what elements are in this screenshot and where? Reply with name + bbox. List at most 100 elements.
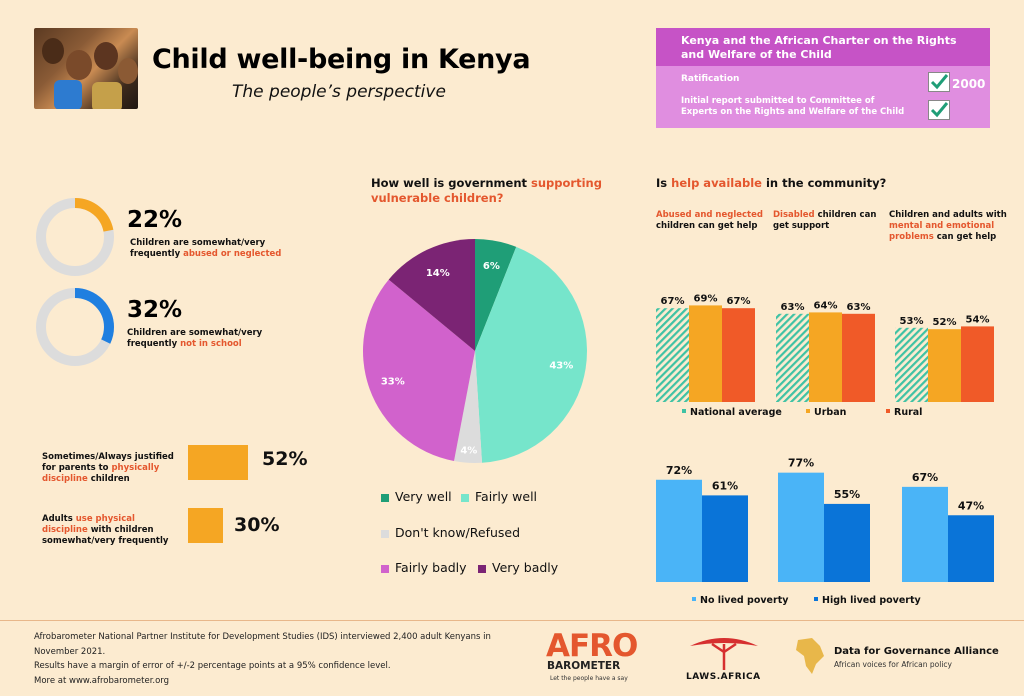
- poverty-legend-label-0: No lived poverty: [700, 595, 789, 606]
- legend-swatch-1: [806, 409, 810, 413]
- pie-slice-2: [454, 351, 483, 463]
- ring-abused-chart: [36, 198, 114, 276]
- discipline-justified-bar: [188, 445, 248, 480]
- poverty-bar-label-0-0: 72%: [666, 464, 692, 477]
- bar-no-lived-poverty-2: [902, 486, 948, 582]
- ring-abused-desc: Children are somewhat/very frequently ab…: [130, 238, 282, 259]
- pie-slice-4: [388, 239, 475, 351]
- dga-logo-tagline: African voices for African policy: [834, 660, 952, 669]
- bar-rural-1: [842, 313, 875, 402]
- legend-very-badly-swatch: [478, 564, 486, 573]
- bar-national-average-1: [776, 313, 809, 402]
- bar-label-1-0: 69%: [694, 293, 718, 304]
- discipline-use-bar: [188, 508, 223, 543]
- bar-label-0-0: 67%: [661, 296, 685, 307]
- bar-label-2-0: 67%: [727, 296, 751, 307]
- poverty-legend-swatch-0: [692, 597, 696, 601]
- help-group-abused: Abused and neglected children can get he…: [656, 210, 763, 231]
- ratification-year: 2000: [952, 77, 986, 91]
- bar-high-lived-poverty-1: [824, 503, 870, 582]
- legend-fairly-well-swatch: [461, 493, 469, 502]
- afrobarometer-wordmark: BAROMETER: [547, 660, 621, 672]
- acacia-tree-icon: [690, 638, 758, 670]
- poverty-bar-label-0-2: 67%: [912, 471, 938, 484]
- help-group-disabled: Disabled children can get support: [773, 210, 877, 231]
- pie-slice-3: [362, 279, 475, 462]
- bar-national-average-0: [656, 308, 689, 402]
- legend-swatch-0: [682, 409, 686, 413]
- bar-label-0-2: 53%: [900, 316, 924, 327]
- legend-label-1: Urban: [814, 407, 847, 418]
- bar-urban-1: [809, 312, 842, 402]
- footer-line-1: Afrobarometer National Partner Institute…: [34, 632, 491, 657]
- help-question: Is help available in the community?: [656, 176, 887, 190]
- afrobarometer-logo: AFRO: [546, 628, 638, 664]
- bar-high-lived-poverty-2: [948, 515, 994, 582]
- bar-high-lived-poverty-0: [702, 495, 748, 582]
- help-by-poverty-chart: 72% 77% 67% 61% 55% 47% No lived poverty High l…: [656, 457, 994, 606]
- help-by-location-chart: 67% 63% 53% 69% 64% 52% 67% 63% 54% National aver…: [656, 293, 994, 418]
- legend-fairly-badly: Fairly badly: [381, 560, 467, 575]
- bar-label-1-1: 64%: [814, 300, 838, 311]
- discipline-use-desc: Adults use physical discipline with chil…: [42, 514, 169, 546]
- ratification-label: Ratification: [681, 74, 740, 84]
- help-group-mental: Children and adults with mental and emot…: [889, 210, 1007, 242]
- pie-slice-1: [475, 246, 587, 463]
- pie-chart: 6% 43% 4% 33% 14%: [362, 239, 587, 463]
- poverty-bar-label-1-0: 61%: [712, 479, 738, 492]
- bar-rural-2: [961, 326, 994, 402]
- legend-very-well-swatch: [381, 493, 389, 502]
- bar-label-2-1: 63%: [847, 302, 871, 313]
- legend-label-2: Rural: [894, 407, 922, 418]
- legend-dont-know-swatch: [381, 529, 389, 538]
- footer-line-2: Results have a margin of error of +/-2 p…: [34, 661, 391, 671]
- laws-africa-logo: LAWS.AFRICA: [686, 672, 761, 682]
- charter-box-header: [656, 28, 990, 66]
- pie-slice-0: [475, 239, 517, 351]
- charter-title: Kenya and the African Charter on the Rig…: [681, 34, 957, 61]
- bar-urban-0: [689, 305, 722, 402]
- poverty-bar-label-0-1: 77%: [788, 457, 814, 470]
- legend-swatch-2: [886, 409, 890, 413]
- bar-no-lived-poverty-1: [778, 472, 824, 582]
- ring-abused-arc: [36, 198, 114, 276]
- africa-map-icon: [796, 638, 824, 674]
- discipline-use-pct: 30%: [234, 514, 280, 536]
- pie-label-0: 6%: [483, 261, 500, 272]
- poverty-legend-swatch-1: [814, 597, 818, 601]
- legend-label-0: National average: [690, 407, 782, 418]
- footer-text: Afrobarometer National Partner Institute…: [34, 630, 514, 688]
- legend-very-well: Very well: [381, 489, 452, 504]
- ring-abused-pct: 22%: [127, 207, 183, 233]
- footer-line-3: More at www.afrobarometer.org: [34, 675, 170, 686]
- discipline-justified-pct: 52%: [262, 448, 308, 470]
- bar-rural-0: [722, 308, 755, 402]
- afrobarometer-tagline: Let the people have a say: [550, 675, 628, 682]
- legend-dont-know: Don't know/Refused: [381, 525, 520, 540]
- bar-national-average-2: [895, 327, 928, 402]
- pie-label-2: 4%: [460, 445, 477, 456]
- bar-label-2-2: 54%: [966, 314, 990, 325]
- discipline-justified-desc: Sometimes/Always justified for parents t…: [42, 452, 174, 484]
- poverty-bar-label-1-1: 55%: [834, 488, 860, 501]
- legend-fairly-well: Fairly well: [461, 489, 537, 504]
- report-label: Initial report submitted to Committee of…: [681, 96, 905, 117]
- ring-school-desc: Children are somewhat/very frequently no…: [127, 328, 263, 349]
- legend-very-badly: Very badly: [478, 560, 558, 575]
- pie-label-3: 33%: [381, 377, 405, 388]
- legend-fairly-badly-swatch: [381, 564, 389, 573]
- ring-school-pct: 32%: [127, 297, 183, 323]
- checkbox-report-icon: [928, 100, 950, 120]
- children-photo: [34, 28, 138, 109]
- page-title: Child well-being in Kenya: [152, 44, 531, 75]
- pie-question: How well is government supporting vulner…: [371, 176, 602, 205]
- checkbox-ratification-icon: [928, 72, 950, 92]
- bar-label-0-1: 63%: [781, 302, 805, 313]
- poverty-legend-label-1: High lived poverty: [822, 595, 922, 606]
- bar-urban-2: [928, 329, 961, 402]
- ring-school-chart: [36, 288, 114, 366]
- footer: [0, 620, 1024, 696]
- page-subtitle: The people’s perspective: [232, 82, 446, 102]
- pie-label-1: 43%: [549, 361, 573, 372]
- bar-label-1-2: 52%: [933, 317, 957, 328]
